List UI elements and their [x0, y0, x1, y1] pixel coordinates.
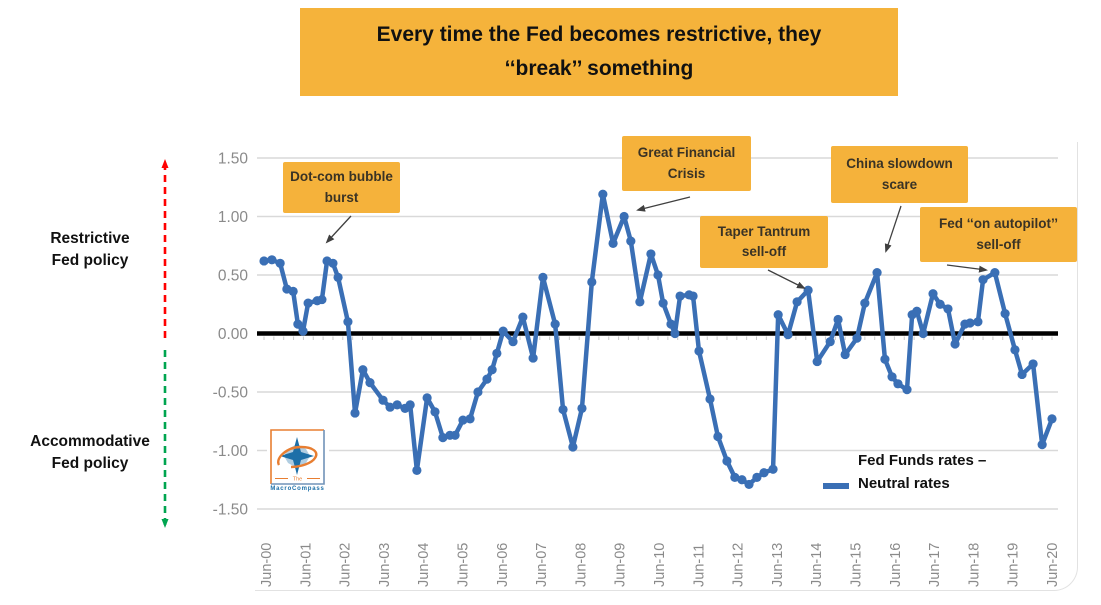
svg-text:Jun-15: Jun-15: [849, 543, 865, 587]
svg-text:Jun-06: Jun-06: [495, 543, 511, 587]
svg-text:0.50: 0.50: [218, 268, 249, 285]
macrocompass-logo-graphic: The MacroCompass: [270, 429, 325, 492]
svg-text:Jun-12: Jun-12: [731, 543, 747, 587]
svg-text:Jun-13: Jun-13: [770, 543, 786, 587]
svg-text:-1.00: -1.00: [213, 443, 249, 460]
svg-text:Jun-00: Jun-00: [259, 543, 275, 587]
svg-text:Jun-20: Jun-20: [1045, 543, 1061, 587]
accommodative-fed-policy-label: Accommodative Fed policy: [30, 433, 150, 473]
macrocompass-logo: The MacroCompass: [267, 427, 329, 499]
annotation-fed-on-autopilot: Fed ‘‘on autopilot’’ sell-off: [920, 207, 1077, 262]
compass-swoosh: [277, 445, 318, 469]
svg-text:Jun-19: Jun-19: [1006, 543, 1022, 587]
title-banner: Every time the Fed becomes restrictive, …: [300, 8, 898, 96]
svg-text:Jun-16: Jun-16: [888, 543, 904, 587]
restrictive-fed-policy-label: Restrictive Fed policy: [50, 230, 130, 270]
svg-text:Jun-11: Jun-11: [691, 544, 707, 587]
annotation-arrows: [325, 196, 988, 289]
svg-text:Jun-02: Jun-02: [338, 543, 354, 587]
legend-line-swatch: [823, 483, 849, 489]
svg-text:-1.50: -1.50: [213, 502, 249, 519]
svg-text:Jun-14: Jun-14: [809, 543, 825, 587]
svg-text:Jun-03: Jun-03: [377, 543, 393, 587]
svg-text:-0.50: -0.50: [213, 385, 249, 402]
annotation-dotcom-bubble-burst: Dot-com bubble burst: [283, 162, 400, 213]
annotation-great-financial-crisis: Great Financial Crisis: [622, 136, 751, 191]
chart-card-border: [255, 142, 1078, 591]
compass-star-icon: [280, 437, 314, 475]
legend-label: Fed Funds rates – Neutral rates: [858, 452, 987, 492]
x-axis-labels: Jun-00 Jun-01 Jun-02 Jun-03 Jun-04 Jun-05 Jun-…: [259, 543, 1061, 587]
svg-text:1.50: 1.50: [218, 151, 249, 168]
svg-text:Jun-05: Jun-05: [456, 543, 472, 587]
annotation-taper-tantrum: Taper Tantrum sell-off: [700, 216, 828, 268]
logo-text-the: The: [293, 477, 302, 483]
data-markers: [259, 189, 1057, 490]
svg-text:0.00: 0.00: [218, 326, 249, 343]
svg-text:1.00: 1.00: [218, 209, 249, 226]
y-axis-labels: 1.50 1.00 0.50 0.00 -0.50 -1.00 -1.50: [213, 151, 249, 519]
annotation-china-slowdown: China slowdown scare: [831, 146, 968, 203]
svg-text:Jun-04: Jun-04: [416, 543, 432, 587]
axis-ticks: [263, 336, 1053, 340]
svg-text:Jun-01: Jun-01: [298, 543, 314, 587]
svg-text:Jun-18: Jun-18: [966, 543, 982, 587]
svg-text:Jun-08: Jun-08: [573, 543, 589, 587]
svg-text:Jun-07: Jun-07: [534, 543, 550, 587]
svg-text:Jun-17: Jun-17: [927, 543, 943, 587]
svg-text:Jun-10: Jun-10: [652, 543, 668, 587]
logo-text-macrocompass: MacroCompass: [270, 486, 324, 492]
svg-text:Jun-09: Jun-09: [613, 543, 629, 587]
